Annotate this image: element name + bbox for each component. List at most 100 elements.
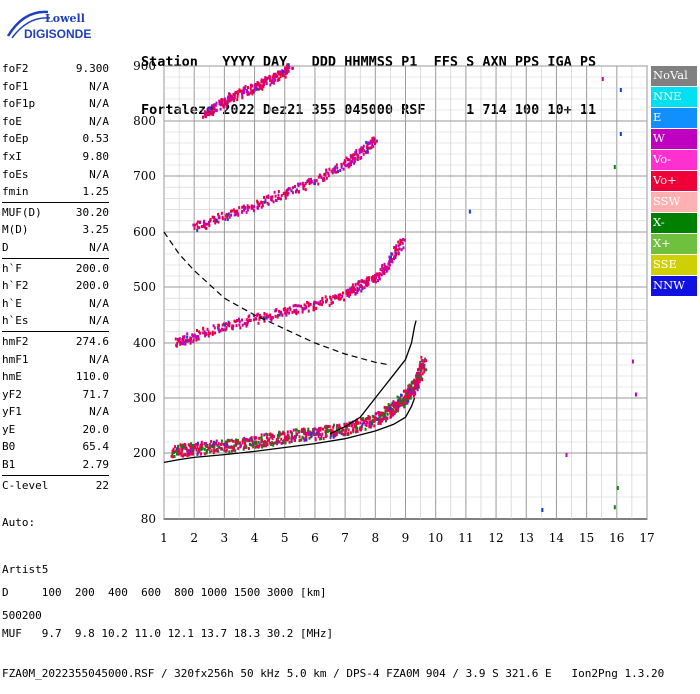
echo-mark	[277, 190, 280, 194]
echo-mark	[212, 440, 215, 444]
legend-item: SSE	[651, 255, 697, 275]
echo-mark	[286, 63, 289, 67]
echo-mark	[389, 255, 392, 259]
echo-mark	[188, 443, 191, 447]
echo-mark	[302, 187, 305, 191]
echo-mark	[212, 104, 215, 108]
echo-mark	[385, 268, 388, 272]
param-label: h`Es	[2, 314, 29, 328]
echo-mark	[248, 314, 251, 318]
echo-mark	[377, 421, 380, 425]
echo-mark	[301, 435, 304, 439]
echo-mark	[256, 205, 259, 209]
echo-mark	[361, 287, 364, 291]
echo-mark	[230, 95, 233, 99]
echo-mark	[198, 330, 201, 334]
echo-mark	[255, 436, 258, 440]
echo-mark	[423, 367, 426, 371]
param-label: MUF(D)	[2, 205, 42, 219]
echo-mark	[388, 258, 391, 262]
echo-mark	[419, 365, 422, 369]
echo-mark	[211, 330, 214, 334]
echo-mark	[228, 445, 231, 449]
echo-mark	[418, 363, 421, 367]
echo-mark	[291, 186, 294, 190]
true-height-profile	[163, 397, 416, 464]
echo-mark	[371, 141, 374, 145]
echo-mark	[213, 108, 216, 112]
echo-mark	[275, 438, 278, 442]
echo-mark	[242, 205, 245, 209]
echo-mark	[400, 393, 403, 397]
echo-mark	[354, 430, 357, 434]
echo-mark	[211, 443, 214, 447]
echo-mark	[270, 79, 273, 83]
echo-mark	[335, 427, 338, 431]
echo-mark	[360, 156, 363, 160]
echo-mark	[347, 162, 350, 166]
echo-mark	[314, 300, 317, 304]
echo-mark	[298, 435, 301, 439]
echo-mark	[215, 108, 218, 112]
echo-mark	[375, 272, 378, 276]
echo-mark	[278, 309, 281, 313]
echo-mark	[365, 140, 368, 144]
echo-mark	[295, 428, 298, 432]
echo-mark	[417, 382, 420, 386]
echo-mark	[421, 372, 424, 376]
echo-mark	[367, 282, 370, 286]
param-row: fmin 1.25	[2, 183, 109, 201]
echo-mark	[391, 410, 394, 414]
echo-mark	[270, 318, 273, 322]
echo-mark	[357, 421, 360, 425]
echo-mark	[351, 290, 354, 294]
echo-mark	[401, 402, 404, 406]
echo-mark	[324, 172, 327, 176]
echo-mark	[407, 399, 410, 403]
echo-mark	[308, 177, 311, 181]
echo-mark	[205, 112, 208, 116]
echo-mark	[253, 88, 256, 92]
echo-mark	[399, 242, 402, 246]
echo-mark	[398, 402, 401, 406]
echo-mark	[210, 112, 213, 116]
echo-mark	[193, 226, 196, 230]
x-tick-label: 9	[402, 531, 410, 545]
param-row: MUF(D) 30.20	[2, 204, 109, 222]
echo-mark	[419, 360, 422, 364]
echo-mark	[190, 450, 193, 454]
echo-mark	[413, 378, 416, 382]
echo-mark	[177, 444, 180, 448]
echo-mark	[368, 146, 371, 150]
echo-mark	[269, 313, 272, 317]
echo-mark	[171, 455, 174, 459]
echo-mark	[297, 310, 300, 314]
param-value: 9.80	[82, 149, 110, 163]
echo-mark	[257, 87, 260, 91]
echo-mark	[245, 324, 248, 328]
echo-mark	[298, 304, 301, 308]
echo-mark	[216, 443, 219, 447]
echo-mark	[242, 447, 245, 451]
echo-mark	[204, 442, 207, 446]
echo-mark	[203, 331, 206, 335]
echo-mark	[217, 442, 220, 446]
echo-mark	[373, 275, 376, 279]
echo-mark	[305, 438, 308, 442]
echo-mark	[357, 288, 360, 292]
echo-mark	[324, 432, 327, 436]
echo-mark	[341, 427, 344, 431]
param-label: hmF2	[2, 334, 29, 348]
echo-mark	[312, 302, 315, 306]
echo-mark	[328, 429, 331, 433]
echo-mark	[252, 443, 255, 447]
echo-mark	[232, 447, 235, 451]
echo-mark	[376, 279, 379, 283]
echo-mark	[406, 401, 409, 405]
echo-mark	[208, 224, 211, 228]
echo-mark	[409, 388, 412, 392]
echo-mark	[249, 91, 252, 95]
echo-mark	[332, 434, 335, 438]
echo-mark	[242, 91, 245, 95]
echo-mark	[272, 441, 275, 445]
